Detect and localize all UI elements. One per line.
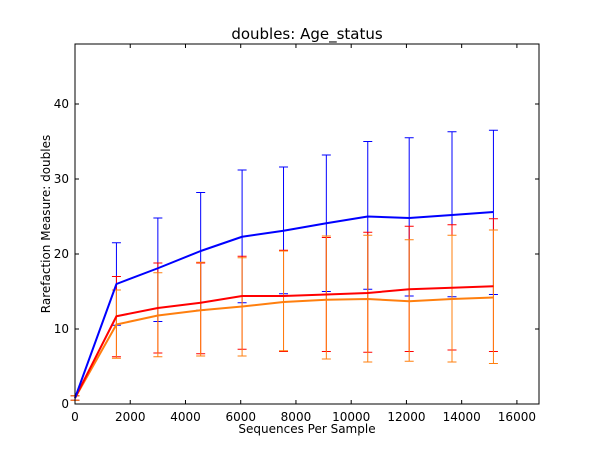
x-tick-label: 10000	[332, 410, 370, 424]
y-tick-label: 40	[54, 97, 69, 111]
x-tick-label: 12000	[387, 410, 425, 424]
y-tick-label: 30	[54, 172, 69, 186]
x-tick-label: 8000	[281, 410, 312, 424]
x-tick-label: 6000	[225, 410, 256, 424]
x-tick-label: 14000	[443, 410, 481, 424]
series-2-line	[74, 296, 494, 399]
y-tick-label: 20	[54, 247, 69, 261]
x-axis-label: Sequences Per Sample	[238, 422, 375, 436]
chart-title: doubles: Age_status	[231, 25, 383, 44]
y-tick-label: 0	[61, 397, 69, 411]
x-tick-label: 2000	[115, 410, 146, 424]
x-tick-label: 4000	[170, 410, 201, 424]
y-tick-label: 10	[54, 322, 69, 336]
x-tick-label: 16000	[498, 410, 536, 424]
series-1-line	[74, 285, 494, 399]
plot-area	[70, 129, 498, 401]
plot-frame	[74, 43, 540, 405]
x-tick-label: 0	[71, 410, 79, 424]
y-axis-label: Rarefaction Measure: doubles	[39, 135, 53, 313]
series-0-line	[74, 211, 494, 399]
axis-ticks: 0 2000 4000 6000 8000 10000 12000 14000 16000 0 10…	[54, 44, 539, 424]
